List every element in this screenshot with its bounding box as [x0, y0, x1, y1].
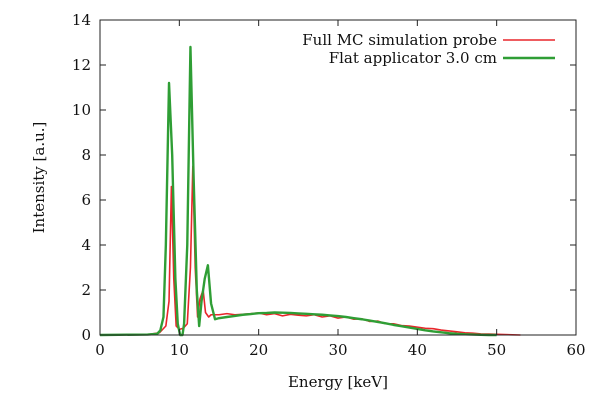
- series-line-full-mc: [99, 165, 521, 336]
- x-axis-title: Energy [keV]: [288, 373, 388, 391]
- y-tick-label: 0: [81, 326, 91, 344]
- x-tick-label: 50: [487, 341, 506, 359]
- y-tick-label: 4: [81, 236, 91, 254]
- y-tick-label: 12: [72, 56, 91, 74]
- y-axis-title: Intensity [a.u.]: [30, 122, 48, 234]
- x-tick-label: 0: [95, 341, 105, 359]
- y-tick-label: 14: [72, 11, 91, 29]
- y-tick-label: 6: [81, 191, 91, 209]
- series-layer: [99, 45, 521, 337]
- tick-layer: 0 10 20 30 40 50 60 0 2 4 6 8 10 12 14: [72, 11, 586, 359]
- legend-label: Flat applicator 3.0 cm: [329, 49, 497, 67]
- plot-frame: [99, 19, 577, 336]
- legend-label: Full MC simulation probe: [302, 31, 497, 49]
- x-tick-label: 60: [566, 341, 585, 359]
- x-tick-label: 20: [249, 341, 268, 359]
- x-tick-label: 40: [408, 341, 427, 359]
- series-line-flat-applicator: [99, 45, 497, 337]
- x-tick-label: 30: [328, 341, 347, 359]
- x-tick-label: 10: [170, 341, 189, 359]
- y-tick-label: 8: [81, 146, 91, 164]
- y-tick-label: 2: [81, 281, 91, 299]
- y-tick-label: 10: [72, 101, 91, 119]
